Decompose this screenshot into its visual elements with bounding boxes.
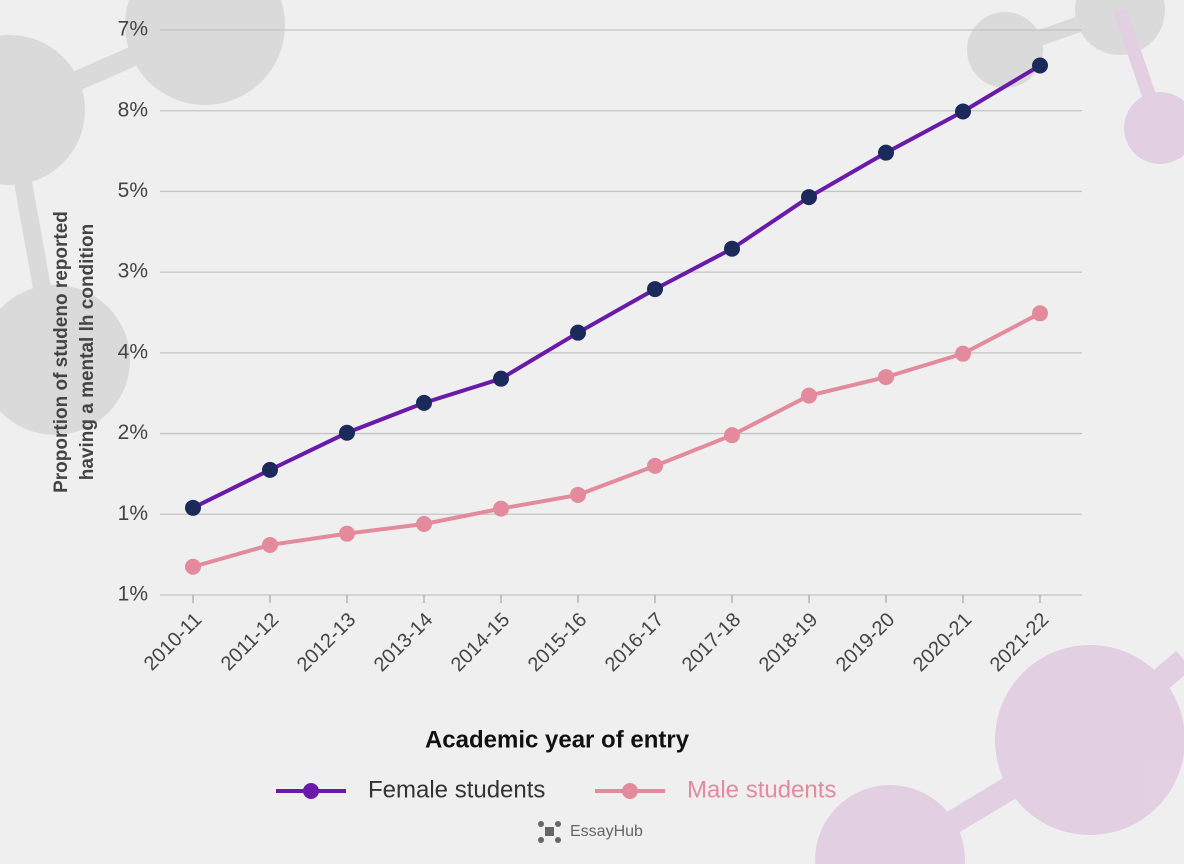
x-tick-label: 2012-13 — [293, 609, 360, 676]
x-tick-label: 2015-16 — [524, 609, 591, 676]
data-point — [647, 457, 663, 474]
x-tick-label: 2020-21 — [909, 609, 976, 676]
data-point — [878, 369, 894, 386]
data-point — [955, 345, 971, 362]
y-tick-label: 7% — [118, 18, 148, 41]
data-point — [724, 240, 740, 257]
data-point — [724, 427, 740, 444]
x-tick-label: 2011-12 — [217, 609, 283, 675]
data-point — [493, 500, 509, 517]
x-tick-label: 2017-18 — [678, 609, 745, 676]
y-tick-label: 4% — [118, 340, 148, 363]
data-point — [339, 525, 355, 542]
y-axis-label: Proportion of studeno reported — [51, 211, 72, 493]
y-tick-label: 1% — [118, 583, 148, 606]
y-tick-label: 2% — [118, 421, 148, 444]
data-point — [801, 387, 817, 404]
x-tick-label: 2010-11 — [140, 609, 206, 675]
data-point — [878, 144, 894, 161]
x-tick-label: 2013-14 — [370, 609, 437, 676]
x-tick-label: 2014-15 — [447, 609, 514, 676]
data-point — [185, 499, 201, 516]
x-axis-label: Academic year of entry — [425, 726, 690, 753]
data-point — [1032, 305, 1048, 322]
data-point — [416, 515, 432, 532]
y-tick-label: 8% — [118, 98, 148, 121]
data-point — [416, 394, 432, 411]
y-axis-label: having a mental lh condition — [77, 224, 98, 481]
x-tick-label: 2016-17 — [601, 609, 668, 676]
data-point — [1032, 57, 1048, 74]
x-tick-label: 2019-20 — [832, 609, 899, 676]
data-point — [493, 370, 509, 387]
data-point — [570, 324, 586, 341]
data-point — [262, 536, 278, 553]
data-point — [185, 558, 201, 575]
y-tick-label: 1% — [118, 502, 148, 525]
series-line — [192, 311, 1041, 569]
y-tick-label: 3% — [118, 260, 148, 283]
legend-marker — [622, 783, 638, 799]
data-point — [801, 189, 817, 206]
series-line — [192, 63, 1042, 510]
legend-label: Female students — [368, 776, 545, 803]
legend-marker — [303, 783, 319, 799]
x-tick-label: 2018-19 — [755, 609, 822, 676]
legend-label: Male students — [687, 776, 836, 803]
watermark: EssayHub — [570, 823, 643, 840]
data-point — [339, 424, 355, 441]
y-tick-label: 5% — [118, 179, 148, 202]
data-point — [647, 281, 663, 298]
data-point — [570, 486, 586, 503]
data-point — [262, 461, 278, 478]
data-point — [955, 103, 971, 120]
watermark-icon — [538, 821, 561, 843]
